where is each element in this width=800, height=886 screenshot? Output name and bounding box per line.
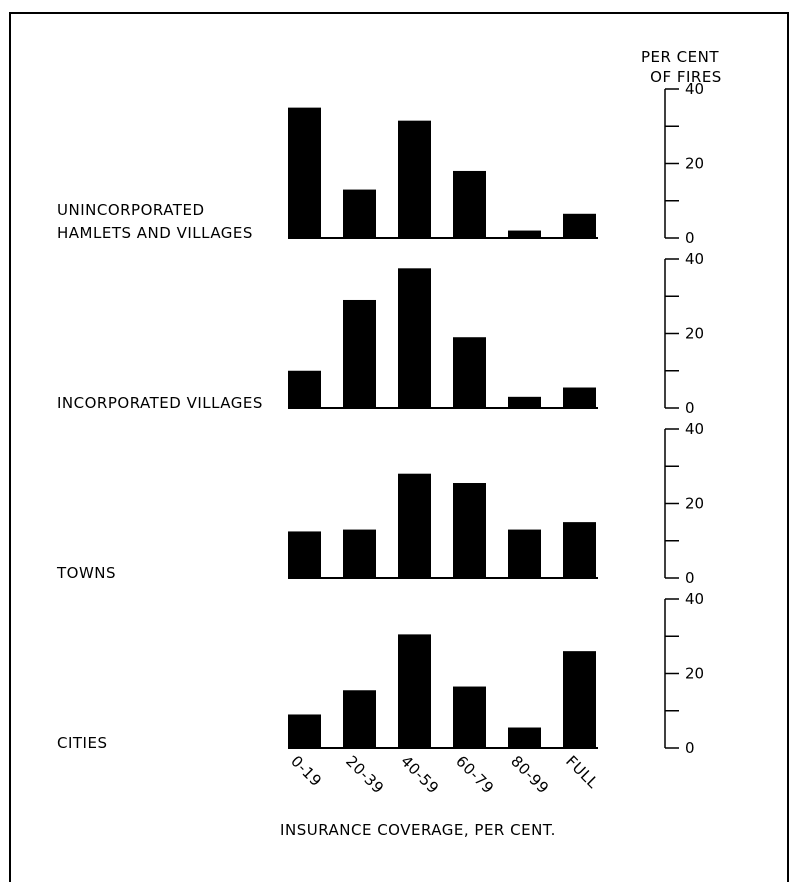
y-tick-label: 20 [685, 155, 704, 173]
bar-60-79 [453, 686, 486, 748]
bar-80-99 [508, 230, 541, 238]
y-axis-title-line-1: PER CENT [641, 48, 719, 66]
y-tick-label: 20 [685, 325, 704, 343]
bar-60-79 [453, 170, 486, 238]
y-tick-label: 40 [685, 250, 704, 268]
y-axis-title-line-2: OF FIRES [650, 68, 722, 86]
bar-40-59 [398, 634, 431, 748]
bar-0-19 [288, 714, 321, 748]
y-tick-label: 20 [685, 495, 704, 513]
y-tick-label: 40 [685, 590, 704, 608]
bar-0-19 [288, 370, 321, 408]
bar-FULL [563, 387, 596, 408]
y-tick-label: 0 [685, 569, 695, 587]
chart-frame [9, 12, 789, 882]
y-tick-label: 0 [685, 739, 695, 757]
panel-2: 0 20 40 INCORPORATED VILLAGES [57, 250, 704, 417]
y-tick-label: 0 [685, 229, 695, 247]
x-tick-label: 40-59 [397, 752, 442, 797]
x-tick-label: 20-39 [342, 752, 387, 797]
panel-4: 0 20 40 CITIES [57, 590, 704, 757]
y-tick-label: 40 [685, 420, 704, 438]
panel-label: HAMLETS AND VILLAGES [57, 224, 253, 242]
y-tick-label: 40 [685, 80, 704, 98]
bar-FULL [563, 522, 596, 578]
panel-label: INCORPORATED VILLAGES [57, 394, 263, 412]
x-axis-title: INSURANCE COVERAGE, PER CENT. [280, 821, 556, 839]
bar-20-39 [343, 299, 376, 408]
panel-label: UNINCORPORATED [57, 201, 205, 219]
bar-0-19 [288, 107, 321, 238]
bar-60-79 [453, 483, 486, 578]
x-tick-labels: 0-19 20-39 40-59 60-79 80-99 FULL [287, 752, 602, 797]
x-tick-label: 80-99 [507, 752, 552, 797]
bar-20-39 [343, 189, 376, 238]
x-tick-label: 60-79 [452, 752, 497, 797]
bar-40-59 [398, 473, 431, 578]
x-tick-label: 0-19 [287, 752, 325, 790]
bar-FULL [563, 213, 596, 238]
panel-1: 0 20 40 UNINCORPORATED HAMLETS AND VILLAGES [57, 80, 704, 247]
bar-80-99 [508, 727, 541, 748]
y-tick-label: 20 [685, 665, 704, 683]
panel-label: CITIES [57, 734, 107, 752]
bar-60-79 [453, 337, 486, 408]
bar-40-59 [398, 120, 431, 238]
x-tick-label: FULL [562, 752, 602, 792]
panel-label: TOWNS [56, 564, 116, 582]
bar-80-99 [508, 529, 541, 578]
bar-80-99 [508, 396, 541, 408]
y-tick-label: 0 [685, 399, 695, 417]
bar-20-39 [343, 529, 376, 578]
bar-40-59 [398, 268, 431, 408]
y-axis-title: PER CENT OF FIRES [641, 48, 722, 86]
panel-3: 0 20 40 TOWNS [56, 420, 704, 587]
bar-0-19 [288, 531, 321, 578]
bar-20-39 [343, 690, 376, 748]
bar-FULL [563, 651, 596, 748]
